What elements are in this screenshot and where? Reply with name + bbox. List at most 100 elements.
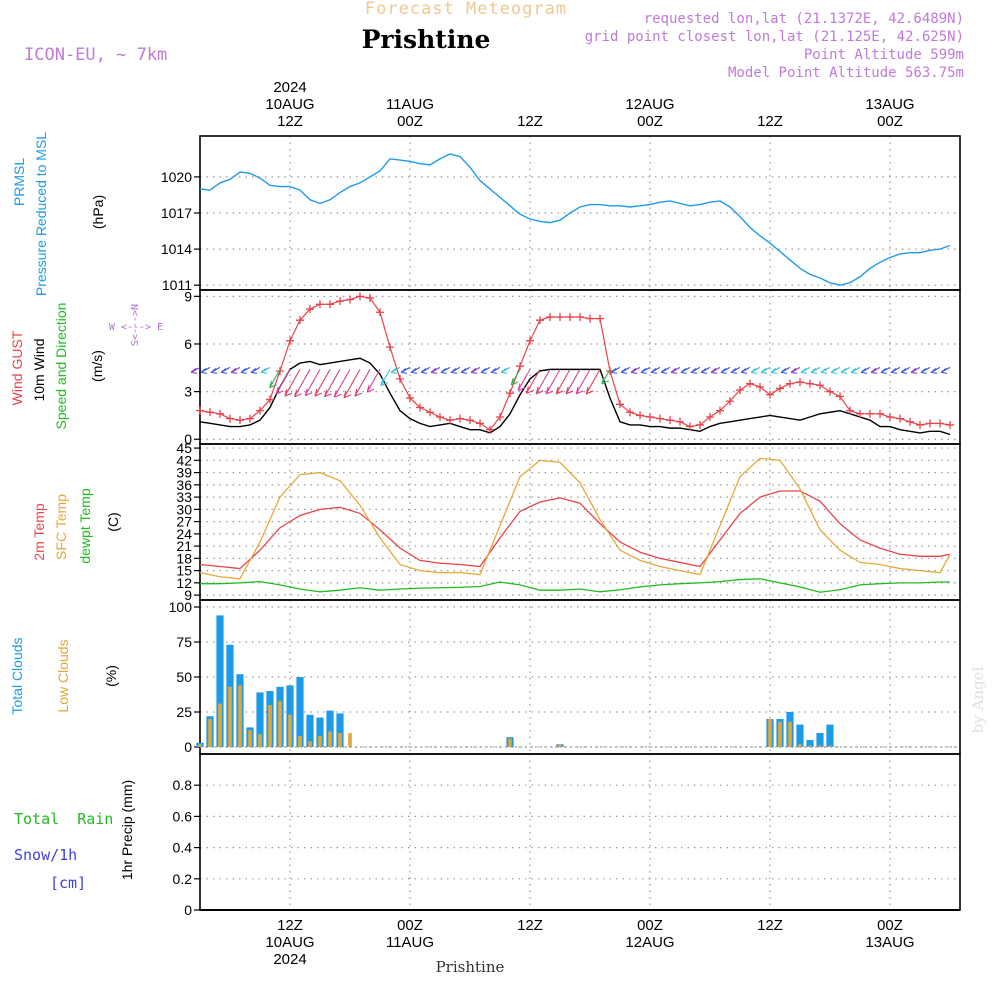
gust-marker	[706, 413, 714, 422]
wind-arrow	[517, 369, 531, 392]
temp-panel-labels: 2m Temp SFC Temp dewpt Temp (C)	[31, 488, 121, 563]
wind-arrow	[250, 366, 261, 374]
precip-axis-label: 1hr Precip (mm)	[119, 780, 135, 880]
pressure-msl-label: Pressure Reduced to MSL	[33, 132, 49, 296]
y-tick-label: 39	[176, 465, 192, 481]
wind-unit: (m/s)	[89, 350, 105, 382]
gust-marker	[856, 409, 864, 418]
gust-marker	[686, 422, 694, 431]
panel-frame	[199, 135, 961, 291]
wind-arrow	[930, 366, 941, 374]
gust-marker	[246, 414, 254, 423]
gust-marker	[206, 408, 214, 417]
wind-arrow	[333, 369, 351, 398]
time-label-bottom: 12AUG	[625, 934, 674, 951]
wind-arrow	[260, 366, 271, 374]
wind-arrow	[230, 366, 241, 374]
low-cloud-bar	[248, 730, 252, 747]
y-tick-label: 45	[176, 440, 192, 456]
compass-we: W <---> E	[109, 322, 163, 333]
panel-4: 0 0.2 0.4 0.6 0.8	[173, 753, 961, 918]
gust-marker	[276, 366, 284, 375]
y-tick-label: 21	[176, 538, 192, 554]
gust-marker	[796, 378, 804, 387]
wind-arrow	[440, 366, 451, 374]
wind-arrow	[420, 366, 431, 374]
wind-arrow	[870, 366, 881, 374]
wind-arrow	[294, 369, 311, 398]
total-clouds-label: Total Clouds	[9, 637, 25, 714]
wind-arrow	[830, 366, 841, 374]
precip-panel-labels: Total Rain Snow/1h [cm] 1hr Precip (mm)	[14, 780, 135, 892]
low-cloud-bar	[208, 719, 212, 747]
gust-marker	[926, 419, 934, 428]
wind-arrow	[324, 369, 341, 398]
time-label-top: 10AUG	[265, 96, 314, 113]
gust-marker	[696, 420, 704, 429]
gust-marker	[366, 293, 374, 302]
wind-arrow	[630, 366, 641, 374]
wind-arrow	[810, 366, 821, 374]
time-label-bottom: 12Z	[517, 917, 543, 934]
wind-arrow	[920, 366, 931, 374]
gust-marker	[576, 312, 584, 321]
wind-arrow	[800, 366, 811, 374]
wind-arrow	[575, 369, 591, 395]
gust-marker	[596, 314, 604, 323]
gust-marker	[396, 374, 404, 383]
wind-arrow	[700, 366, 711, 374]
gust-marker	[836, 392, 844, 401]
gust-marker	[446, 416, 454, 425]
low-cloud-bar	[768, 719, 772, 747]
total-cloud-bar	[306, 714, 314, 747]
low-clouds-label: Low Clouds	[55, 639, 71, 712]
gust-marker	[756, 382, 764, 391]
panel-frame	[199, 443, 961, 601]
gust-marker	[936, 419, 944, 428]
time-label-top: 2024	[273, 79, 306, 96]
low-cloud-bar	[508, 738, 512, 747]
wind-arrow	[555, 369, 571, 395]
wind-arrow	[545, 369, 561, 395]
wind-arrow	[410, 366, 421, 374]
wind-arrow	[380, 369, 391, 387]
wind-arrow	[640, 366, 651, 374]
total-cloud-bar	[296, 677, 304, 747]
pressure-unit: (hPa)	[90, 195, 106, 229]
time-label-top: 12Z	[757, 113, 783, 130]
wind-arrow	[354, 369, 371, 397]
panel-0: 1011 1014 1017 1020	[161, 135, 961, 293]
y-tick-label: 0	[184, 739, 192, 755]
wind-arrow	[366, 369, 381, 393]
gust-marker	[516, 362, 524, 371]
low-cloud-bar	[778, 721, 782, 747]
wind-arrow	[535, 369, 551, 395]
total-cloud-bar	[216, 615, 224, 747]
time-label-bottom: 10AUG	[265, 934, 314, 951]
prmsl-label: PRMSL	[11, 158, 27, 206]
total-cloud-bar	[826, 724, 834, 747]
low-cloud-bar	[218, 703, 222, 747]
gust-marker	[386, 343, 394, 352]
snow-label: Snow/1h	[14, 846, 77, 864]
wind-arrow	[880, 366, 891, 374]
y-tick-label: 1011	[162, 277, 192, 293]
sfc-temp-line	[199, 457, 951, 580]
wind-arrow	[343, 369, 361, 399]
wind-arrow	[850, 366, 861, 374]
wind-arrow	[730, 366, 741, 374]
wind-arrow	[720, 366, 731, 374]
dewpt-label: dewpt Temp	[77, 488, 93, 563]
y-tick-label: 36	[176, 477, 192, 493]
wind-arrow	[890, 366, 901, 374]
y-tick-label: 18	[176, 550, 192, 566]
gust-marker	[656, 414, 664, 423]
model-altitude: Model Point Altitude 563.75m	[728, 65, 964, 81]
y-tick-label: 50	[176, 669, 192, 685]
sfc-label: SFC Temp	[53, 494, 69, 560]
gust-marker	[506, 389, 514, 398]
gust-marker	[826, 387, 834, 396]
y-tick-label: 30	[176, 501, 192, 517]
gust-marker	[266, 395, 274, 404]
time-label-top: 12AUG	[625, 96, 674, 113]
